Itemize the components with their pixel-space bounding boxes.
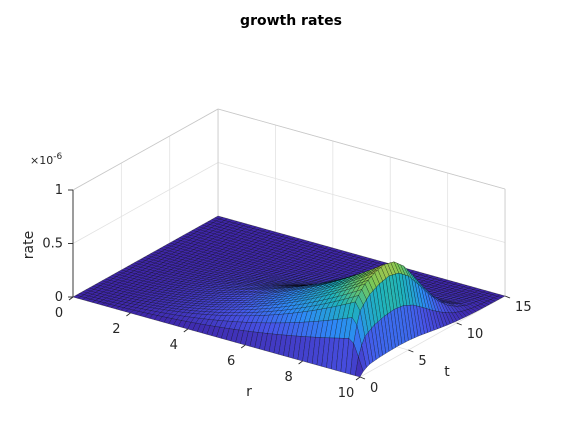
y-tick [456, 322, 462, 326]
x-tick-label: 4 [170, 338, 178, 353]
z-exponent-base: ×10 [30, 154, 53, 167]
y-tick [504, 295, 511, 299]
x-tick [240, 344, 246, 349]
chart-title: growth rates [240, 13, 342, 29]
y-tick-label: 0 [370, 381, 378, 396]
z-exponent-label: ×10-6 [30, 152, 62, 167]
x-tick-label: 2 [112, 322, 120, 337]
y-tick-label: 5 [418, 354, 426, 369]
box-edge [72, 108, 219, 191]
z-axis-label: rate [21, 231, 37, 259]
x-tick [183, 328, 189, 333]
z-tick-label: 1 [55, 183, 63, 198]
x-tick [68, 296, 74, 301]
grid-line [72, 162, 219, 244]
grid-line [359, 295, 506, 378]
x-axis-label: r [246, 384, 252, 400]
x-tick [298, 360, 303, 365]
x-tick-label: 6 [227, 354, 235, 369]
z-tick-label: 0 [55, 290, 63, 305]
box-edge [217, 108, 506, 190]
y-axis-label: t [444, 364, 450, 380]
x-tick-label: 10 [338, 386, 355, 401]
x-tick [126, 312, 131, 317]
surface-mesh [72, 215, 506, 378]
y-tick-label: 15 [515, 300, 532, 315]
svg-text:×10-6: ×10-6 [30, 152, 62, 167]
x-tick [355, 376, 361, 381]
y-tick [359, 376, 366, 380]
x-tick-label: 8 [284, 370, 292, 385]
z-exponent-power: -6 [53, 152, 62, 162]
x-tick-label: 0 [55, 306, 63, 321]
y-tick-label: 10 [467, 327, 484, 342]
grid-line [217, 162, 506, 243]
y-tick [408, 349, 414, 353]
z-tick-label: 0.5 [42, 237, 63, 252]
surface-patch [355, 356, 364, 378]
